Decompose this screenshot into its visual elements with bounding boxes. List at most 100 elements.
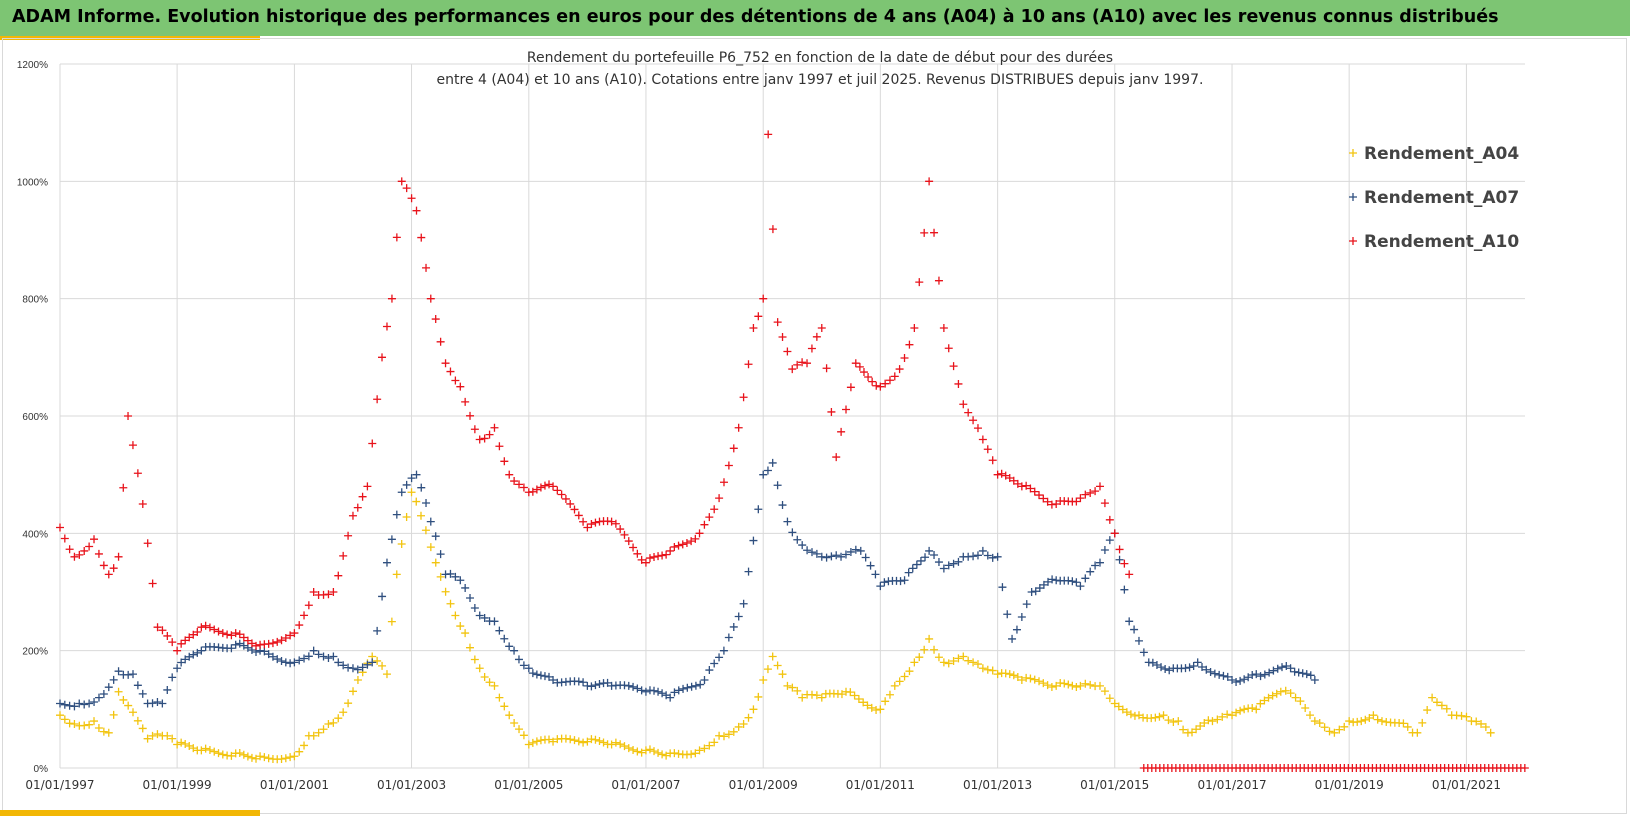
data-point	[754, 312, 763, 321]
data-point	[475, 611, 484, 620]
data-point	[65, 545, 74, 554]
data-point	[70, 720, 79, 728]
data-point	[729, 622, 738, 631]
x-tick-label: 01/01/2017	[1197, 778, 1266, 792]
report-title: ADAM Informe. Evolution historique des p…	[12, 7, 1499, 27]
data-point	[277, 755, 286, 764]
data-point	[223, 630, 232, 639]
data-point	[566, 735, 575, 744]
data-point	[868, 377, 877, 386]
data-point	[133, 469, 142, 478]
data-point	[616, 525, 625, 534]
data-point	[426, 294, 435, 303]
data-point	[1196, 722, 1205, 731]
data-point	[358, 663, 367, 672]
data-point	[378, 592, 387, 601]
data-point	[1340, 722, 1349, 731]
data-point	[309, 588, 318, 596]
data-point	[633, 747, 642, 756]
data-point	[695, 746, 704, 755]
data-point	[309, 646, 318, 655]
data-point	[885, 690, 894, 699]
data-point	[519, 731, 528, 740]
data-point	[841, 550, 850, 559]
data-point	[633, 684, 642, 693]
data-points	[56, 130, 1529, 772]
data-point	[620, 742, 629, 751]
data-point	[505, 711, 514, 720]
data-point	[528, 738, 537, 747]
data-point	[1265, 668, 1274, 677]
data-point	[700, 676, 709, 684]
data-point	[1286, 689, 1295, 698]
data-point	[778, 501, 787, 510]
data-point	[650, 747, 659, 756]
data-point	[754, 692, 763, 701]
data-point	[281, 658, 290, 667]
data-point	[988, 553, 997, 562]
data-point	[436, 337, 445, 346]
data-point	[1072, 578, 1081, 587]
data-point	[1009, 671, 1018, 680]
data-point	[286, 631, 295, 640]
data-point	[1268, 691, 1277, 700]
data-point	[85, 699, 94, 708]
data-point	[94, 549, 103, 558]
data-point	[417, 483, 426, 492]
data-point	[969, 658, 978, 667]
data-point	[353, 676, 362, 684]
data-point	[587, 682, 596, 691]
data-point	[422, 263, 431, 272]
data-point	[436, 550, 445, 559]
y-tick-label: 200%	[22, 647, 48, 658]
data-point	[1457, 711, 1466, 720]
data-point	[895, 677, 904, 686]
data-point	[451, 572, 460, 581]
data-point	[1278, 663, 1287, 672]
data-point	[739, 720, 748, 729]
data-point	[583, 737, 592, 746]
data-point	[1193, 658, 1202, 667]
data-point	[553, 486, 562, 495]
data-point	[1399, 719, 1408, 728]
data-point	[451, 611, 460, 620]
data-point	[744, 713, 753, 722]
data-point	[290, 658, 299, 667]
data-point	[846, 688, 855, 697]
data-point	[185, 741, 194, 750]
data-point	[168, 734, 177, 743]
data-point	[759, 470, 768, 479]
data-point	[678, 540, 687, 549]
data-point	[205, 623, 214, 632]
data-point	[637, 686, 646, 695]
data-point	[1240, 675, 1249, 684]
data-point	[177, 738, 186, 747]
data-point	[407, 194, 416, 203]
data-point	[387, 294, 396, 303]
data-point	[329, 718, 338, 727]
data-point	[812, 691, 821, 700]
data-point	[300, 611, 309, 620]
data-point	[778, 332, 787, 341]
data-point	[1213, 715, 1222, 724]
data-point	[378, 661, 387, 670]
data-point	[545, 480, 554, 489]
data-point	[300, 741, 309, 750]
data-point	[867, 703, 876, 712]
legend: Rendement_A04 Rendement_A07 Rendement_A10	[1349, 144, 1519, 252]
data-point	[691, 681, 700, 690]
data-point	[416, 511, 425, 520]
x-tick-label: 01/01/1999	[143, 778, 212, 792]
data-point	[1164, 716, 1173, 725]
data-point	[1442, 704, 1451, 713]
data-point	[426, 517, 435, 526]
data-point	[407, 488, 416, 497]
data-point	[480, 613, 489, 622]
data-point	[177, 658, 186, 667]
data-point	[807, 548, 816, 557]
data-point	[934, 276, 943, 285]
data-point	[763, 466, 772, 475]
data-point	[983, 665, 992, 674]
data-point	[561, 494, 570, 503]
data-point	[827, 407, 836, 416]
